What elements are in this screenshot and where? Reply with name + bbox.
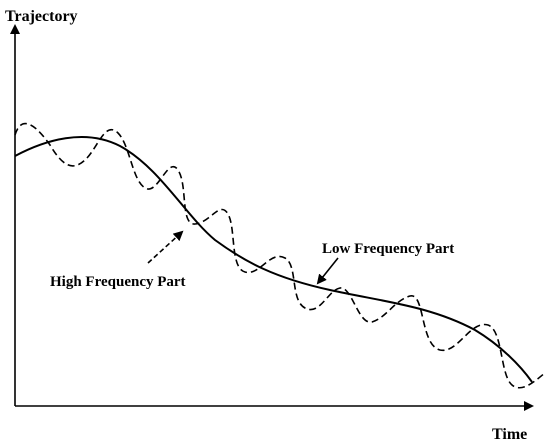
low-frequency-curve bbox=[14, 136, 533, 383]
y-axis-label: Trajectory bbox=[5, 8, 78, 25]
x-axis-label: Time bbox=[492, 426, 527, 443]
high-frequency-curve bbox=[14, 122, 547, 389]
high-frequency-label: High Frequency Part bbox=[50, 274, 186, 290]
low-frequency-label: Low Frequency Part bbox=[322, 241, 454, 257]
high-frequency-pointer bbox=[147, 230, 184, 264]
low-frequency-pointer bbox=[316, 257, 339, 285]
